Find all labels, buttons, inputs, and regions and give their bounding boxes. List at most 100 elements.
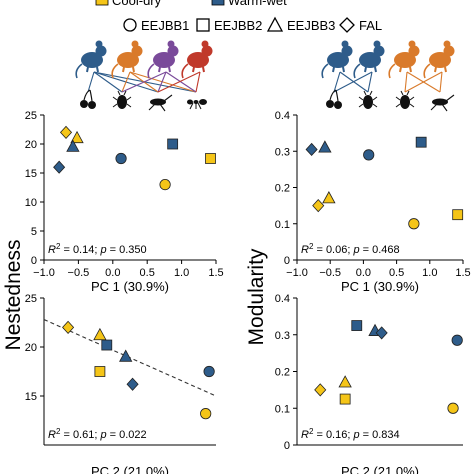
y-tick-label: 0 <box>284 440 290 452</box>
point-eejbb1-cool-dry <box>408 218 420 230</box>
food-web-link <box>333 71 341 93</box>
legend-label-cool-dry: Cool-dry <box>112 0 162 8</box>
food-web-link <box>404 71 443 93</box>
y-tick-label: 25 <box>25 293 37 305</box>
x-tick-label: −0.5 <box>68 267 90 279</box>
stat-annotation: R2 = 0.16; p = 0.834 <box>301 427 400 441</box>
y-tick-label: 0.2 <box>275 183 290 195</box>
cricket-icon <box>148 94 173 112</box>
y-tick-label: 0.3 <box>275 146 290 158</box>
beetle-icon <box>395 90 415 109</box>
legend-label-eejbb3: EEJBB3 <box>287 18 335 33</box>
x-tick-label: 0.0 <box>356 267 371 279</box>
rodent-icon <box>388 40 420 79</box>
point-eejbb3-warm-wet <box>318 140 332 153</box>
legend-circle-icon <box>123 18 137 32</box>
point-eejbb1-warm-wet <box>115 152 127 165</box>
x-tick-label: 0.0 <box>105 267 120 279</box>
cricket-icon <box>430 94 455 112</box>
y-tick-label: 15 <box>25 391 37 403</box>
point-eejbb2-warm-wet <box>167 138 179 150</box>
point-eejbb2-warm-wet <box>101 339 113 351</box>
legend-swatch-cool-dry <box>95 0 109 6</box>
food-web-links <box>333 71 443 93</box>
point-eejbb2-cool-dry <box>339 393 351 405</box>
y-tick-label: 25 <box>25 110 37 122</box>
panel-nestedness-pc1: 0 5 10 15 20 25 −1.0 −0.5 0.0 0.5 1.0 1.5 PC 1 (30.9… <box>25 110 224 294</box>
legend-label-fal: FAL <box>359 18 382 33</box>
food-web-link <box>165 71 197 93</box>
panel-modularity-pc1: 0 0.1 0.2 0.3 0.4 −1.0 −0.5 0.0 0.5 1.0 1.5 PC 1 (3… <box>275 110 471 294</box>
point-fal-cool-dry <box>312 199 325 213</box>
point-eejbb3-cool-dry <box>70 130 84 144</box>
point-fal-warm-wet <box>305 142 318 157</box>
point-eejbb1-warm-wet <box>451 334 463 346</box>
x-tick-label: −0.5 <box>319 267 341 279</box>
point-eejbb2-warm-wet <box>351 320 363 331</box>
point-eejbb2-cool-dry <box>452 209 464 221</box>
rodent-icon <box>111 40 143 79</box>
x-tick-label: −1.0 <box>286 267 308 279</box>
rodent-icon <box>181 40 213 79</box>
food-web-link <box>129 71 197 93</box>
row-label-modularity: Modularity <box>245 248 268 345</box>
site-legend: EEJBB1 EEJBB2 EEJBB3 FAL <box>123 16 382 33</box>
y-tick-label: 0.4 <box>275 110 290 122</box>
stat-annotation: R2 = 0.06; p = 0.468 <box>301 242 400 256</box>
point-eejbb2-cool-dry <box>205 153 216 164</box>
food-web-link <box>157 71 167 93</box>
food-web-link <box>333 71 373 93</box>
illustration-left <box>75 40 213 112</box>
stat-annotation: R2 = 0.61; p = 0.022 <box>48 427 147 441</box>
point-eejbb2-cool-dry <box>94 366 106 377</box>
x-tick-label: 0.5 <box>140 267 155 279</box>
point-eejbb3-cool-dry <box>93 327 107 341</box>
food-web-link <box>93 71 123 93</box>
y-tick-label: 0.1 <box>275 219 290 231</box>
rodent-icon <box>423 40 455 79</box>
x-tick-label: 1.0 <box>422 267 437 279</box>
illustration-right <box>321 40 455 112</box>
food-web-link <box>195 71 201 93</box>
y-tick-label: 15 <box>25 168 37 180</box>
season-legend: Cool-dry Warm-wet <box>95 0 287 8</box>
point-eejbb1-warm-wet <box>363 149 375 161</box>
y-tick-label: 0.3 <box>275 330 290 342</box>
rodent-icon <box>353 40 385 79</box>
food-web-link <box>367 71 373 93</box>
legend-label-eejbb2: EEJBB2 <box>214 18 262 33</box>
x-tick-label: 1.5 <box>208 267 223 279</box>
point-fal-cool-dry <box>59 125 73 139</box>
legend-square-icon <box>196 18 210 32</box>
legend-label-eejbb1: EEJBB1 <box>141 18 189 33</box>
point-fal-warm-wet <box>126 377 139 391</box>
food-web-link <box>87 71 95 93</box>
legend-triangle-icon <box>266 16 284 32</box>
point-fal-cool-dry <box>314 383 327 397</box>
food-web-link <box>439 71 443 93</box>
y-tick-label: 10 <box>25 197 37 209</box>
food-web-link <box>121 71 167 93</box>
food-web-link <box>157 71 201 93</box>
point-fal-cool-dry <box>62 320 75 334</box>
food-web-links <box>87 71 201 93</box>
rodent-icon <box>321 40 353 79</box>
y-tick-label: 0.4 <box>275 293 290 305</box>
stat-annotation: R2 = 0.14; p = 0.350 <box>48 242 147 256</box>
point-eejbb1-cool-dry <box>159 179 171 191</box>
x-axis-label: PC 2 (21.0%) <box>91 464 169 474</box>
point-fal-warm-wet <box>375 326 388 340</box>
point-eejbb1-warm-wet <box>203 365 215 378</box>
beetle-icon <box>358 90 378 109</box>
y-tick-label: 5 <box>31 226 37 238</box>
legend-swatch-warm-wet <box>211 0 225 6</box>
food-web-link <box>404 71 408 93</box>
rodent-icon <box>147 40 179 79</box>
point-eejbb3-cool-dry <box>338 375 352 388</box>
row-label-nestedness: Nestedness <box>2 240 25 351</box>
y-tick-label: 0.2 <box>275 367 290 379</box>
point-eejbb1-cool-dry <box>447 402 459 414</box>
panel-nestedness-pc2: 15 20 25 PC 2 (21.0%) R2 = 0.61; p = 0.022 <box>25 293 217 474</box>
x-tick-label: 1.0 <box>174 267 189 279</box>
